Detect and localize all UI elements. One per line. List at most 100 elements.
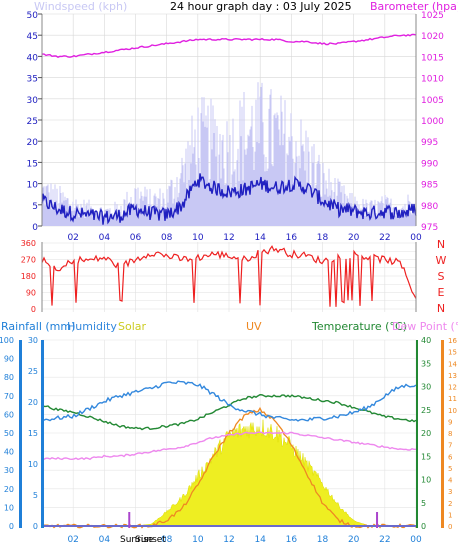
wind-tick-label: 0 <box>32 223 38 233</box>
uv-tick-label: 12 <box>448 384 457 392</box>
legend-dewpoint: Dew Point (°C) <box>392 320 458 333</box>
temperature-x-tick-label: 18 <box>317 535 329 544</box>
wind-tick-label: 5 <box>32 202 38 212</box>
wind-x-tick-label: 06 <box>130 233 142 243</box>
wind-x-tick-label: 18 <box>317 233 329 243</box>
legend-solar: Solar <box>118 320 147 333</box>
barometer-line <box>42 33 417 58</box>
chart-title: 24 hour graph day : 03 July 2025 <box>170 0 352 13</box>
uv-tick-label: 16 <box>448 337 457 345</box>
uv-tick-label: 5 <box>448 465 452 473</box>
humidity-axis-bar <box>19 340 22 528</box>
wind-tick-label: 50 <box>27 11 39 21</box>
wind-tick-label: 30 <box>27 96 39 106</box>
wind-tick-label: 20 <box>27 138 39 148</box>
legend-uv: UV <box>246 320 262 333</box>
barometer-tick-label: 1010 <box>421 75 444 85</box>
direction-tick-label: 270 <box>21 256 36 265</box>
temperature-x-ticks: 02 04 08 10 12 14 16 18 20 22 00 <box>67 535 422 544</box>
direction-line <box>41 245 417 307</box>
direction-tick-label: 180 <box>21 272 36 281</box>
rainfall-tick-label: 5 <box>33 491 38 500</box>
humidity-line <box>41 380 417 422</box>
rainfall-tick-label: 25 <box>28 367 38 376</box>
direction-tick-label: 90 <box>26 289 36 298</box>
dewpoint-line <box>41 431 416 461</box>
rainfall-tick-label: 30 <box>28 336 38 345</box>
uv-tick-label: 15 <box>448 349 457 357</box>
gust-series <box>41 82 417 226</box>
barometer-tick-label: 980 <box>421 202 438 212</box>
barometer-right-ticks: 975 980 985 990 995 1000 1005 1010 1015 1020 1025 <box>421 11 444 233</box>
uv-tick-label: 8 <box>448 430 452 438</box>
barometer-axis-label: Barometer (hpa) <box>370 0 458 13</box>
barometer-tick-label: 990 <box>421 159 438 169</box>
sunrise-label: Sunrise <box>120 535 154 544</box>
temperature-ticks: 0 5 10 15 20 25 30 35 40 <box>421 336 431 531</box>
humidity-tick-label: 40 <box>4 448 14 457</box>
windspeed-line <box>41 173 417 225</box>
barometer-tick-label: 1025 <box>421 11 444 21</box>
temperature-x-tick-label: 02 <box>67 535 78 544</box>
legend-humidity: Humidity <box>67 320 117 333</box>
uv-tick-label: 4 <box>448 477 453 485</box>
barometer-tick-label: 1020 <box>421 32 444 42</box>
temperature-tick-label: 30 <box>421 383 431 392</box>
temperature-line <box>41 393 417 431</box>
direction-compass-label: S <box>438 270 445 283</box>
barometer-tick-label: 995 <box>421 138 438 148</box>
direction-compass-label: N <box>437 302 445 315</box>
legend-temperature: Temperature (°C) <box>311 320 407 333</box>
wind-tick-label: 25 <box>27 117 38 127</box>
sunset-label: Sunset <box>135 535 166 544</box>
wind-x-tick-label: 14 <box>254 233 266 243</box>
barometer-tick-label: 1000 <box>421 117 444 127</box>
direction-compass-label: E <box>438 286 445 299</box>
wind-left-ticks: 0 5 10 15 20 25 30 35 40 45 50 <box>27 11 42 233</box>
barometer-tick-label: 1005 <box>421 96 444 106</box>
wind-x-tick-label: 16 <box>286 233 298 243</box>
barometer-tick-label: 975 <box>421 223 438 233</box>
rainfall-axis-bar <box>41 340 44 528</box>
barometer-tick-label: 985 <box>421 181 438 191</box>
wind-x-tick-label: 08 <box>161 233 173 243</box>
rainfall-tick-label: 10 <box>28 460 38 469</box>
humidity-tick-label: 100 <box>0 336 14 345</box>
uv-tick-label: 14 <box>448 360 457 368</box>
temperature-x-tick-label: 16 <box>286 535 298 544</box>
humidity-tick-label: 10 <box>4 503 14 512</box>
temperature-tick-label: 15 <box>421 452 431 461</box>
temperature-tick-label: 0 <box>421 522 426 531</box>
humidity-tick-label: 0 <box>9 522 14 531</box>
wind-x-tick-label: 10 <box>192 233 204 243</box>
wind-x-tick-label: 20 <box>348 233 360 243</box>
wind-x-tick-label: 04 <box>99 233 111 243</box>
rainfall-tick-label: 15 <box>28 429 38 438</box>
uv-tick-label: 1 <box>448 511 452 519</box>
uv-tick-label: 13 <box>448 372 457 380</box>
humidity-tick-label: 30 <box>4 466 14 475</box>
direction-compass-label: W <box>436 254 447 267</box>
wind-x-tick-label: 02 <box>67 233 78 243</box>
uv-tick-label: 0 <box>448 523 452 531</box>
wind-tick-label: 10 <box>27 181 39 191</box>
humidity-tick-label: 60 <box>4 410 14 419</box>
temperature-x-tick-label: 12 <box>223 535 234 544</box>
windspeed-axis-label: Windspeed (kph) <box>34 0 127 13</box>
wind-x-tick-label: 12 <box>223 233 234 243</box>
wind-x-tick-label: 00 <box>410 233 422 243</box>
uv-tick-label: 2 <box>448 500 452 508</box>
humidity-ticks: 0 10 20 30 40 50 60 70 80 90 100 <box>0 336 14 531</box>
legend-rainfall: Rainfall (mm) <box>1 320 75 333</box>
temperature-tick-label: 20 <box>421 429 431 438</box>
temperature-tick-label: 5 <box>421 499 426 508</box>
temperature-tick-label: 25 <box>421 406 431 415</box>
direction-compass-label: N <box>437 238 445 251</box>
wind-tick-label: 40 <box>27 53 39 63</box>
uv-tick-label: 10 <box>448 407 457 415</box>
